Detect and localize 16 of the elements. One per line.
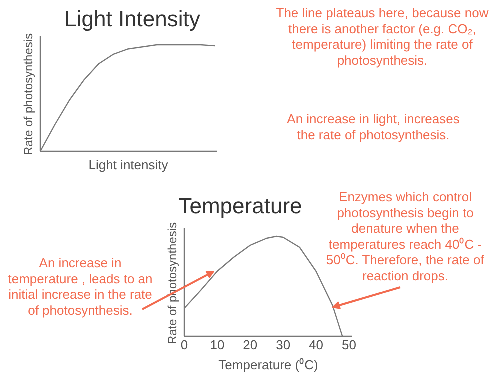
annotation: Enzymes which control photosynthesis begin to denature when the temperatures reach 40⁰C - 50⁰C. Therefore, the rate of reaction drops.	[326, 190, 485, 284]
y-axis-title: Rate of photosynthesis	[166, 222, 180, 345]
text: An increase in light, increases the rate of photosynthesis.	[287, 112, 460, 142]
x-tick-label: 20	[243, 338, 258, 352]
x-tick-label: 50	[342, 338, 356, 352]
x-axis-title: Light intensity	[88, 158, 169, 172]
x-tick-label: 10	[210, 338, 225, 352]
chart-title: Light Intensity	[64, 6, 200, 32]
y-axis-title: Rate of photosynthesis	[22, 33, 36, 156]
text: The line plateaus here, because now there is another factor (e.g. CO₂, temperature) limiting the rate of photosynthesis.	[276, 6, 490, 68]
x-axis-title: Temperature (⁰C)	[218, 358, 318, 372]
chart-title: Temperature	[178, 194, 302, 218]
x-tick-label: 0	[180, 338, 188, 352]
annotation: An increase in temperature , leads to an initial increase in the rate of photosynthesis.	[8, 256, 153, 318]
x-tick-label: 30	[276, 338, 291, 352]
x-tick-label: 40	[309, 338, 324, 352]
